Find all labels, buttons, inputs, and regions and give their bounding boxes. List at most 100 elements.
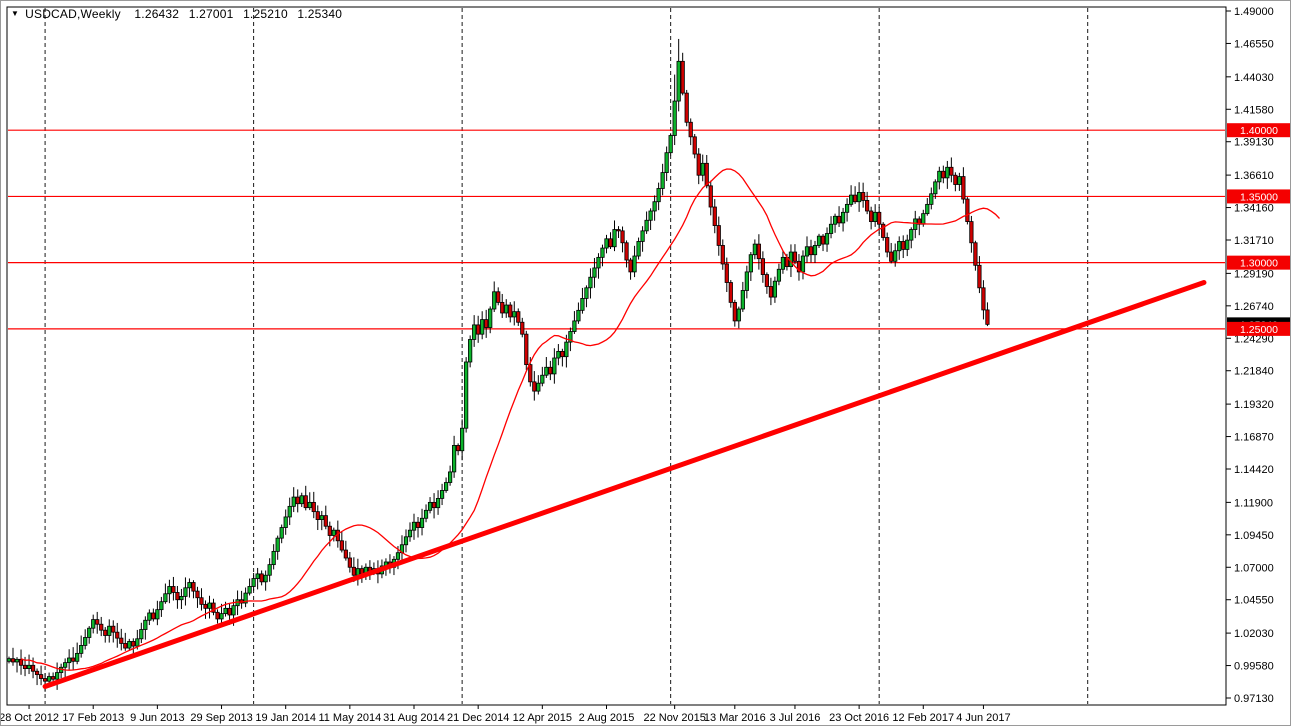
candle-body [812,245,818,256]
y-axis-label: 1.19320 [1234,399,1274,411]
trendline[interactable] [42,280,1207,689]
candle-body [680,60,685,94]
x-axis-label: 13 Mar 2016 [704,712,766,724]
candle-body [452,445,457,473]
candle-body [600,247,605,258]
moving-average-line[interactable] [20,168,1000,671]
candle-body [223,607,228,615]
candle-body [267,564,272,576]
candle-body [584,287,589,299]
y-axis-label: 1.49000 [1234,6,1274,18]
candle-body [752,243,757,256]
candle-body [684,92,689,123]
candle-body [981,287,986,311]
candle-body [22,664,28,669]
candle-body [921,213,926,225]
candle-body [576,309,581,322]
candle-body [87,627,92,638]
candle-body [415,521,421,528]
y-axis-label: 1.31710 [1234,235,1274,247]
candle-body [893,250,898,262]
candle-body [628,259,633,273]
candle-body [171,586,176,593]
x-axis-label: 12 Apr 2015 [513,712,572,724]
candle-body [143,619,148,630]
y-axis-label: 1.11900 [1234,497,1273,509]
x-axis-label: 9 Jun 2013 [130,712,184,724]
candle-body [79,645,84,654]
candle-body [243,592,248,604]
candle-body [869,210,874,222]
candle-body [636,241,641,257]
candle-body [909,229,914,241]
candle-body [111,625,116,633]
candle-body [435,498,441,509]
candle-body [199,597,204,605]
candle-body [512,311,517,318]
y-axis-label: 0.97130 [1234,693,1274,705]
candle-body [327,525,332,536]
candle-body [291,496,296,507]
candle-body [480,319,485,335]
candle-body [712,206,717,226]
candle-body [351,566,356,576]
candle-body [736,308,741,322]
candle-body [42,678,48,682]
candle-body [820,235,826,245]
quote-line: ▼ USDCAD,Weekly 1.26432 1.27001 1.25210 1… [11,7,348,21]
candle-body [403,536,409,546]
y-axis-label: 1.21840 [1234,366,1274,378]
y-axis-label: 1.41580 [1234,104,1274,116]
candle-body [768,286,774,298]
candle-body [945,166,950,179]
candle-body [800,255,806,273]
y-axis-label: 1.44030 [1234,72,1274,84]
candle-body [865,199,870,212]
candle-body [592,267,597,278]
candle-body [849,194,854,205]
candle-body [949,166,954,176]
candle-body [608,238,613,248]
candle-body [343,549,348,559]
x-axis-label: 21 Dec 2014 [447,712,509,724]
candle-body [139,629,144,640]
candle-body [616,229,621,232]
candle-body [532,381,537,392]
candle-body [504,304,509,314]
candle-body [167,586,172,595]
candle-body [496,291,501,303]
y-axis-label: 1.16870 [1234,432,1274,444]
candle-body [203,603,208,609]
candle-body [844,203,850,213]
level-price-badge [1227,321,1290,336]
candle-body [724,263,729,283]
candle-body [696,153,701,176]
candle-body [14,658,20,663]
candle-body [323,515,328,527]
candle-body [937,170,942,183]
candle-body [179,596,184,601]
candle-body [836,215,842,224]
candle-body [905,239,910,250]
candle-body [30,664,36,672]
candle-body [568,331,573,343]
candle-body [311,501,316,513]
candle-body [612,229,617,248]
candle-body [857,192,862,203]
candle-body [604,238,609,249]
candle-body [443,482,449,491]
candle-body [885,237,890,253]
candle-body [423,509,429,519]
x-axis-label: 23 Oct 2016 [829,712,889,724]
candle-body [355,568,360,576]
candle-body [664,152,669,173]
candle-body [427,501,433,511]
y-axis-label: 1.39130 [1234,137,1274,149]
candle-body [720,245,725,265]
candle-body [688,121,693,138]
candle-body [456,445,461,452]
candle-body [500,301,505,314]
symbol-period-label: USDCAD,Weekly [25,7,121,21]
y-axis-label: 1.07000 [1234,562,1274,574]
